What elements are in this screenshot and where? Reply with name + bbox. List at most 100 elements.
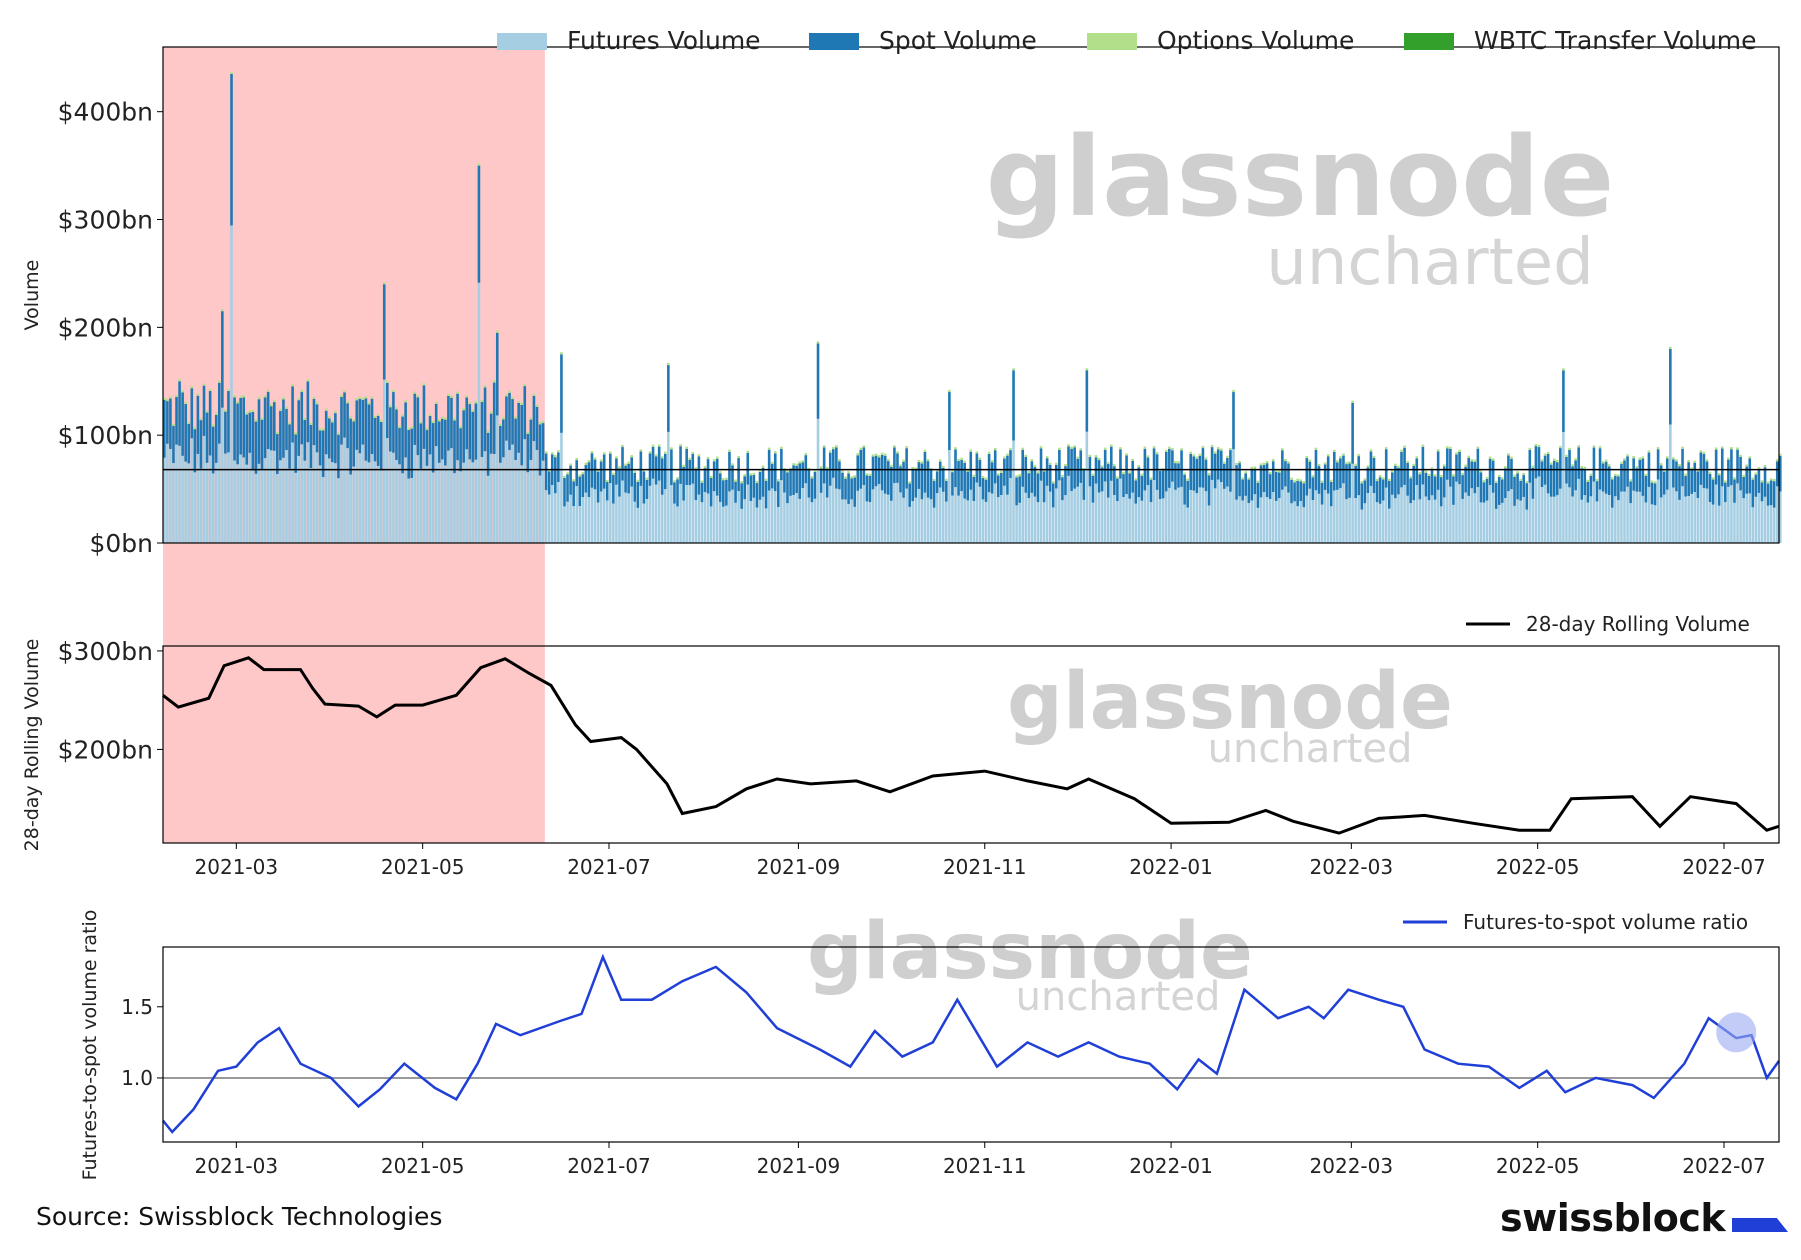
bar-options xyxy=(679,444,682,447)
bar-options xyxy=(883,453,887,456)
bar-futures xyxy=(1607,495,1611,543)
bar-spot xyxy=(346,403,349,449)
bar-options xyxy=(1146,455,1150,458)
bar-futures xyxy=(1073,488,1076,543)
bar-spot xyxy=(935,471,939,494)
bar-options xyxy=(948,389,951,393)
bar-options xyxy=(737,455,740,459)
bar-options xyxy=(1601,461,1605,464)
bar-futures xyxy=(1494,508,1498,543)
bar-options xyxy=(581,472,585,475)
bar-spot xyxy=(694,469,698,501)
bar-spot xyxy=(1739,457,1742,491)
bar-futures xyxy=(370,454,374,543)
bar-spot xyxy=(291,386,294,443)
bar-futures xyxy=(1317,493,1321,543)
bar-futures xyxy=(1308,488,1312,543)
bar-spot xyxy=(1494,482,1498,509)
bar-spot xyxy=(1522,475,1525,497)
bar-options xyxy=(1699,450,1703,453)
bar-options xyxy=(1372,455,1376,459)
bar-options xyxy=(1021,447,1025,450)
bar-futures xyxy=(1519,500,1522,543)
bar-futures xyxy=(1610,507,1614,543)
bar-spot xyxy=(554,457,557,494)
bar-futures xyxy=(1751,507,1755,543)
bar-futures xyxy=(282,457,285,543)
bar-options xyxy=(178,379,181,382)
bar-spot xyxy=(770,464,774,489)
bar-options xyxy=(871,454,875,457)
bar-spot xyxy=(966,471,970,501)
bar-options xyxy=(694,467,698,470)
bar-spot xyxy=(1504,468,1507,499)
bar-spot xyxy=(1268,474,1272,500)
bar-spot xyxy=(431,423,435,473)
bar-options xyxy=(1540,459,1544,462)
bar-options xyxy=(242,395,246,398)
y3-axis-label: Futures-to-spot volume ratio xyxy=(79,910,101,1181)
bar-spot xyxy=(1369,451,1373,486)
bar-futures xyxy=(1543,484,1547,543)
legend-1: Futures Volume Spot Volume Options Volume W… xyxy=(497,26,1757,55)
bar-futures xyxy=(392,452,395,543)
bar-spot xyxy=(1229,450,1232,492)
bar-spot xyxy=(1653,483,1657,506)
bar-options xyxy=(1000,470,1003,473)
bar-futures xyxy=(1186,507,1189,543)
bar-spot xyxy=(1760,482,1764,502)
bar-options xyxy=(1424,470,1428,473)
bar-futures xyxy=(1449,486,1452,543)
bar-options xyxy=(1391,470,1394,473)
bar-futures xyxy=(373,461,377,543)
bar-spot xyxy=(1042,471,1046,503)
bar-spot xyxy=(746,452,750,485)
bar-futures xyxy=(499,462,502,543)
bar-futures xyxy=(1760,501,1764,543)
y1-tick-label: $100bn xyxy=(58,421,153,450)
bar-options xyxy=(987,451,991,454)
bar-options xyxy=(386,380,389,383)
bar-options xyxy=(1336,460,1339,463)
bar-options xyxy=(1033,464,1037,468)
bar-options xyxy=(1519,478,1522,481)
bar-spot xyxy=(896,453,899,483)
bar-futures xyxy=(1604,493,1608,543)
bar-options xyxy=(1565,454,1568,457)
bar-futures xyxy=(193,472,197,543)
bar-options xyxy=(1775,459,1779,462)
bar-futures xyxy=(1109,480,1113,543)
bar-spot xyxy=(1607,466,1611,496)
bar-spot xyxy=(914,469,918,498)
bar-options xyxy=(1574,458,1577,461)
bar-futures xyxy=(1598,489,1602,543)
bar-spot xyxy=(1183,474,1186,505)
legend-2-label: 28-day Rolling Volume xyxy=(1526,612,1750,636)
bar-futures xyxy=(269,450,273,543)
bar-spot xyxy=(1418,474,1422,500)
bar-futures xyxy=(1339,488,1342,543)
bar-spot xyxy=(1012,370,1015,441)
bar-options xyxy=(1562,368,1565,371)
bar-options xyxy=(1733,477,1736,480)
bar-futures xyxy=(1394,498,1397,543)
bar-options xyxy=(566,472,569,475)
bar-spot xyxy=(905,448,908,489)
bar-futures xyxy=(1473,493,1477,543)
bar-futures xyxy=(1082,499,1086,543)
bar-options xyxy=(660,456,664,459)
bar-spot xyxy=(1641,458,1645,496)
bar-options xyxy=(1662,469,1666,472)
bar-spot xyxy=(1122,474,1125,498)
bar-futures xyxy=(248,452,252,543)
bar-options xyxy=(1461,472,1464,476)
bar-futures xyxy=(682,500,685,543)
bar-spot xyxy=(1595,481,1599,502)
bar-options xyxy=(1708,471,1712,474)
bar-options xyxy=(874,453,878,456)
bar-options xyxy=(483,385,487,388)
bar-futures xyxy=(630,486,633,543)
bar-spot xyxy=(401,416,404,474)
bar-futures xyxy=(743,499,747,543)
